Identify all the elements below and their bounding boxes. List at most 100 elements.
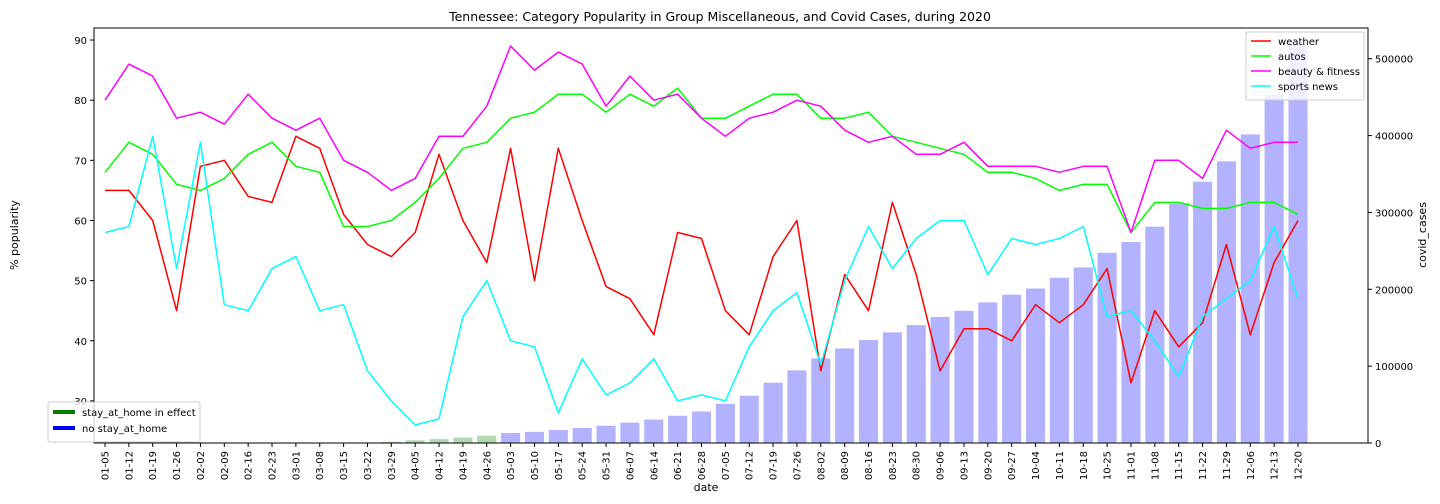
x-tick-label: 06-07 bbox=[625, 451, 636, 480]
legend-box bbox=[1245, 31, 1365, 101]
x-tick-label: 04-26 bbox=[482, 451, 493, 480]
legend-label: beauty & fitness bbox=[1278, 67, 1360, 78]
x-tick-label: 09-20 bbox=[983, 451, 994, 480]
x-tick-label: 10-18 bbox=[1079, 451, 1090, 480]
legend-label: autos bbox=[1278, 52, 1306, 63]
bar-covid-cases-08-23 bbox=[882, 332, 902, 443]
plot-frame bbox=[93, 27, 1369, 444]
bar-covid-cases-09-13 bbox=[954, 310, 974, 443]
x-tick-label: 12-13 bbox=[1270, 451, 1281, 480]
y2-tick-label: 100000 bbox=[1375, 362, 1413, 373]
bar-covid-cases-06-07 bbox=[620, 422, 640, 443]
bar-covid-cases-07-19 bbox=[763, 382, 783, 443]
bar-covid-cases-11-22 bbox=[1193, 181, 1213, 443]
bar-covid-cases-05-03 bbox=[501, 433, 521, 443]
x-tick-label: 02-23 bbox=[268, 451, 279, 480]
x-tick-label: 05-03 bbox=[506, 451, 517, 480]
y2-tick-label: 500000 bbox=[1375, 55, 1413, 66]
bar-covid-cases-12-13 bbox=[1264, 94, 1284, 443]
bar-covid-cases-08-09 bbox=[835, 348, 855, 443]
y-tick-label: 80 bbox=[74, 96, 87, 107]
series-line-autos bbox=[104, 87, 1299, 234]
y2-tick-label: 400000 bbox=[1375, 132, 1413, 143]
x-tick-label: 08-23 bbox=[888, 451, 899, 480]
x-tick-label: 10-11 bbox=[1055, 451, 1066, 480]
bar-covid-cases-04-19 bbox=[453, 437, 473, 443]
x-tick-label: 02-16 bbox=[244, 451, 255, 480]
bar-covid-cases-07-12 bbox=[739, 395, 759, 443]
bar-covid-cases-06-21 bbox=[668, 415, 688, 443]
x-tick-label: 01-12 bbox=[124, 451, 135, 480]
bar-covid-cases-10-04 bbox=[1025, 288, 1046, 443]
x-tick-label: 01-26 bbox=[172, 451, 183, 480]
series-line-beauty-fitness bbox=[104, 45, 1298, 234]
y2-tick-label: 0 bbox=[1375, 439, 1381, 450]
bar-covid-cases-08-02 bbox=[811, 358, 831, 443]
x-tick-label: 03-15 bbox=[339, 451, 350, 480]
bar-covid-cases-05-24 bbox=[572, 428, 592, 443]
x-tick-label: 11-01 bbox=[1126, 451, 1137, 480]
y-axis-label: % popularity bbox=[8, 200, 21, 270]
bar-covid-cases-11-15 bbox=[1169, 203, 1189, 443]
x-tick-label: 03-08 bbox=[315, 451, 326, 480]
x-tick-label: 11-08 bbox=[1150, 451, 1161, 480]
bar-covid-cases-09-06 bbox=[930, 316, 950, 443]
bar-covid-cases-07-05 bbox=[715, 403, 735, 443]
y2-tick-label: 300000 bbox=[1375, 208, 1413, 219]
bar-covid-cases-11-01 bbox=[1121, 242, 1141, 443]
x-tick-label: 08-16 bbox=[864, 451, 875, 480]
bar-covid-cases-03-29 bbox=[381, 441, 401, 443]
y-tick-label: 90 bbox=[74, 36, 87, 47]
bars-layer bbox=[357, 43, 1308, 444]
y2-tick-label: 200000 bbox=[1375, 285, 1413, 296]
bar-covid-cases-10-25 bbox=[1097, 252, 1117, 443]
x-tick-label: 04-05 bbox=[411, 451, 422, 480]
bar-covid-cases-09-27 bbox=[1002, 294, 1022, 443]
chart-title: Tennessee: Category Popularity in Group … bbox=[448, 9, 991, 24]
y-axis-left: 30405060708090 bbox=[74, 36, 94, 408]
bar-covid-cases-04-26 bbox=[477, 435, 497, 443]
bar-covid-cases-08-30 bbox=[906, 325, 926, 443]
x-tick-label: 12-06 bbox=[1246, 451, 1257, 480]
y-tick-label: 70 bbox=[74, 156, 87, 167]
y-tick-label: 50 bbox=[74, 277, 87, 288]
bar-covid-cases-08-16 bbox=[858, 340, 879, 443]
x-tick-label: 07-19 bbox=[769, 451, 780, 480]
x-tick-label: 09-27 bbox=[1007, 451, 1018, 480]
x-tick-label: 03-22 bbox=[363, 451, 374, 480]
y-tick-label: 40 bbox=[74, 337, 87, 348]
x-tick-label: 08-30 bbox=[912, 451, 923, 480]
bar-covid-cases-09-20 bbox=[978, 302, 998, 443]
series-line-sports-news bbox=[104, 135, 1299, 426]
x-tick-label: 11-15 bbox=[1174, 451, 1185, 480]
x-tick-label: 02-09 bbox=[220, 451, 231, 480]
bar-covid-cases-05-17 bbox=[548, 429, 568, 443]
bar-covid-cases-06-14 bbox=[644, 419, 664, 443]
x-axis-label: date bbox=[694, 481, 719, 494]
x-tick-label: 05-17 bbox=[554, 451, 565, 480]
bar-covid-cases-04-12 bbox=[429, 439, 449, 443]
x-tick-label: 04-12 bbox=[435, 451, 446, 480]
x-tick-label: 06-21 bbox=[673, 451, 684, 480]
series-line-weather bbox=[105, 135, 1299, 384]
bar-covid-cases-11-29 bbox=[1216, 161, 1236, 444]
legend-label: sports news bbox=[1278, 82, 1338, 93]
y2-axis-label: covid_cases bbox=[1416, 202, 1429, 268]
x-tick-label: 07-26 bbox=[792, 451, 803, 480]
legend-label: stay_at_home in effect bbox=[82, 408, 196, 419]
legend-label: weather bbox=[1278, 37, 1320, 48]
x-tick-label: 06-28 bbox=[697, 451, 708, 480]
bar-covid-cases-06-28 bbox=[691, 411, 712, 443]
x-tick-label: 09-06 bbox=[936, 451, 947, 480]
bar-covid-cases-10-11 bbox=[1049, 277, 1069, 443]
bar-covid-cases-12-20 bbox=[1288, 43, 1308, 444]
x-tick-label: 05-10 bbox=[530, 451, 541, 480]
bar-covid-cases-05-10 bbox=[524, 431, 545, 443]
legend-label: no stay_at_home bbox=[82, 424, 167, 435]
x-tick-label: 01-05 bbox=[101, 451, 112, 480]
x-tick-label: 11-22 bbox=[1198, 451, 1209, 480]
x-tick-label: 06-14 bbox=[649, 451, 660, 480]
bar-covid-cases-05-31 bbox=[596, 425, 616, 443]
x-tick-label: 04-19 bbox=[458, 451, 469, 480]
